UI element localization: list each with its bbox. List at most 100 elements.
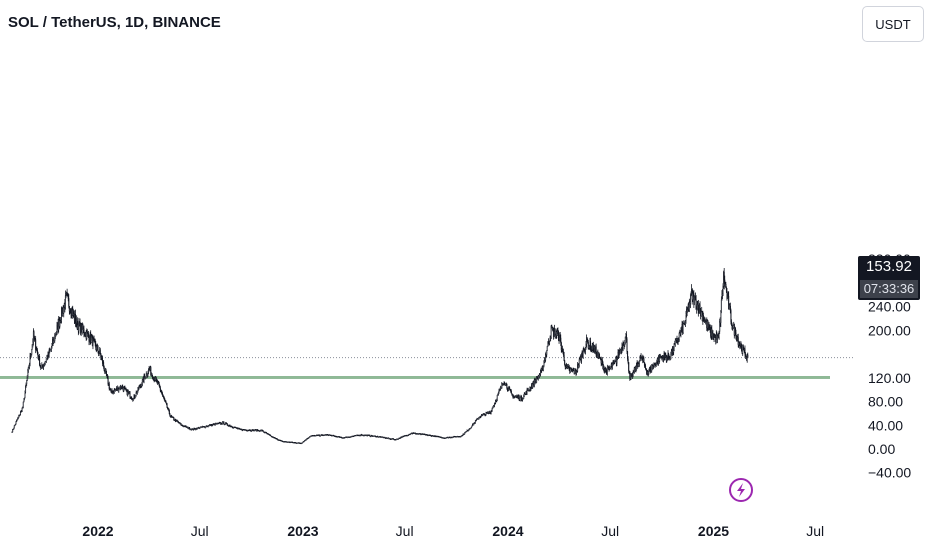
candle [103, 359, 105, 369]
candle [558, 330, 560, 342]
candle [101, 355, 103, 367]
candle [730, 308, 732, 325]
candle [22, 401, 24, 409]
candle [25, 385, 27, 394]
candle [37, 351, 39, 359]
candle [509, 386, 511, 391]
candle [96, 344, 98, 352]
candle [504, 381, 506, 385]
candle [501, 382, 503, 389]
candle [14, 424, 16, 427]
currency-button[interactable]: USDT [862, 6, 924, 42]
support-zone[interactable] [0, 375, 830, 379]
candle [414, 432, 416, 435]
candle [241, 428, 243, 431]
candle [36, 348, 38, 355]
candle [221, 422, 223, 425]
x-tick-label: Jul [396, 523, 414, 539]
candle [199, 426, 201, 429]
candle [550, 325, 552, 340]
candle [747, 352, 749, 359]
candle [676, 335, 678, 344]
candle [105, 370, 107, 377]
candle [527, 387, 529, 392]
candle [616, 355, 618, 367]
candle [480, 415, 482, 418]
candle [478, 416, 480, 420]
logo-icon[interactable] [729, 478, 753, 502]
candle [526, 387, 528, 395]
candle [549, 340, 551, 346]
candle [145, 376, 147, 379]
candle [476, 419, 478, 421]
candle [474, 419, 476, 424]
candle [419, 433, 421, 435]
candle [92, 335, 94, 350]
candle [553, 328, 555, 337]
candle [728, 291, 730, 310]
candle [745, 352, 747, 359]
candle [471, 425, 473, 428]
candle [59, 317, 61, 329]
candle [693, 295, 695, 306]
candle [108, 381, 110, 391]
candle [13, 425, 15, 429]
candle [510, 389, 512, 394]
candle [221, 423, 223, 425]
candle [622, 340, 624, 352]
candle [720, 296, 722, 314]
candle [626, 337, 628, 355]
candle [674, 337, 676, 347]
candle [23, 397, 25, 401]
candle [151, 373, 153, 376]
y-tick-label: 0.00 [868, 441, 895, 457]
lightning-bolt-icon-ring [729, 478, 753, 502]
candle [713, 333, 715, 343]
candle [597, 349, 599, 359]
candle [523, 392, 525, 397]
candle [475, 419, 477, 422]
candle [470, 427, 472, 429]
candle [695, 295, 697, 310]
candle [134, 394, 136, 400]
candle [720, 310, 722, 328]
candle [144, 373, 146, 378]
candle [164, 398, 166, 402]
candle [35, 335, 37, 354]
x-tick-label: 2023 [287, 523, 318, 539]
candle [630, 373, 632, 381]
candle [569, 367, 571, 374]
candle [86, 328, 88, 340]
candle [29, 352, 31, 367]
candle [725, 281, 727, 288]
lightning-bolt-icon [737, 483, 745, 497]
candle [276, 438, 278, 440]
candle [166, 402, 168, 408]
candle [204, 426, 206, 428]
candle [638, 360, 640, 367]
x-tick-label: 2024 [492, 523, 523, 539]
candle [739, 340, 741, 350]
candle [629, 371, 631, 381]
candle [68, 306, 70, 315]
candle [670, 351, 672, 360]
candle [15, 420, 17, 425]
y-tick-label: 80.00 [868, 394, 903, 410]
candle [518, 394, 520, 402]
candle [75, 309, 77, 327]
candle [33, 330, 35, 341]
candle [204, 426, 206, 429]
time-axis[interactable]: 2022 Jul 2023 Jul 2024 Jul 2025 Jul [82, 523, 824, 539]
candle [226, 423, 228, 426]
candle [132, 397, 134, 401]
candle [17, 417, 19, 421]
candle [491, 407, 493, 412]
candle [624, 336, 626, 345]
candle [127, 389, 129, 395]
candle [179, 422, 181, 425]
candle [575, 370, 577, 376]
chart-title[interactable]: SOL / TetherUS, 1D, BINANCE [8, 14, 221, 31]
candle [689, 293, 691, 309]
candle [581, 352, 583, 364]
